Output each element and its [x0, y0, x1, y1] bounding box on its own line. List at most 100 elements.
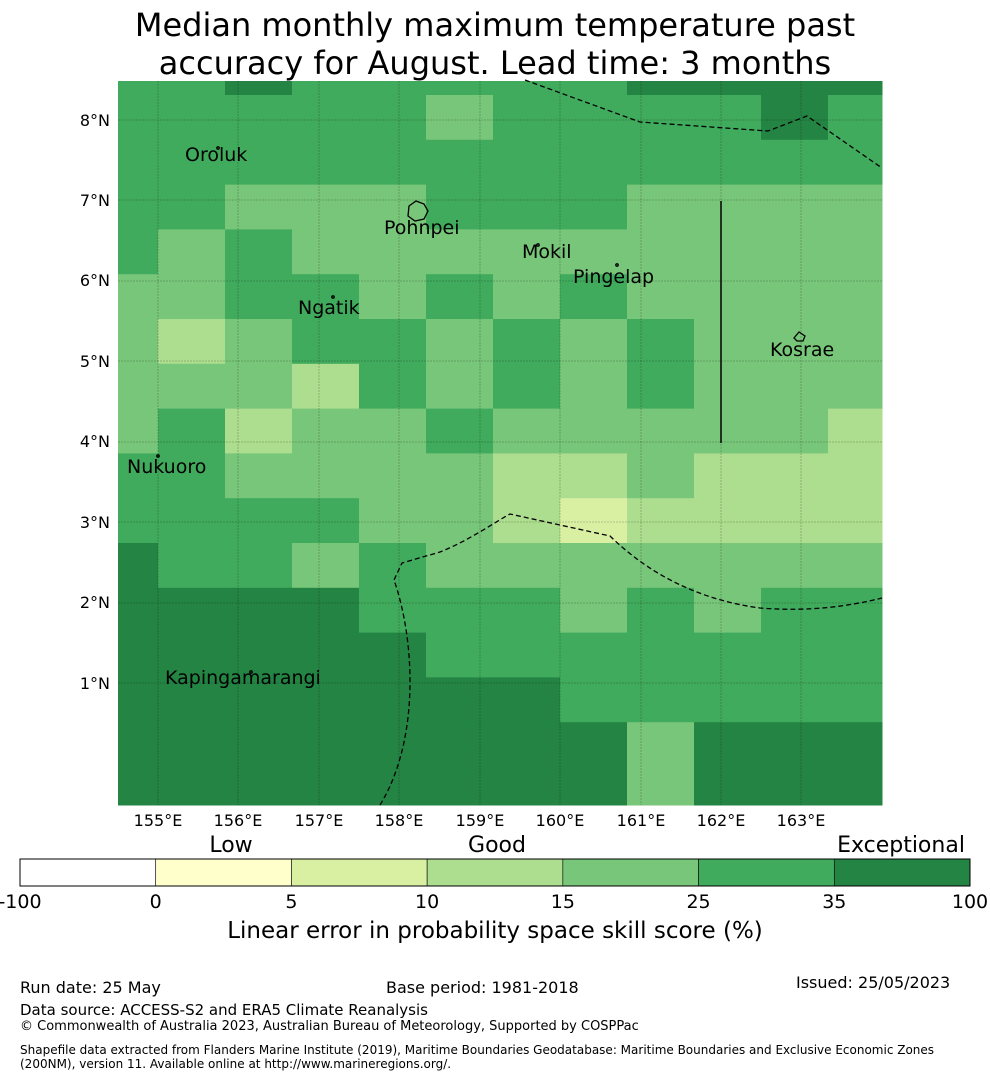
grid-cell — [627, 677, 695, 723]
grid-cell — [627, 319, 695, 365]
grid-cell — [292, 319, 360, 365]
grid-cell — [292, 139, 360, 186]
grid-cell — [627, 408, 695, 454]
grid-cell — [493, 677, 561, 723]
grid-cell — [493, 319, 561, 365]
run-date: Run date: 25 May — [20, 978, 161, 997]
grid-cell — [426, 587, 494, 634]
grid-cell — [158, 139, 226, 186]
grid-cell — [158, 363, 226, 410]
colorbar-label-exceptional: Exceptional — [837, 833, 965, 858]
island-label-mokil: Mokil — [522, 241, 572, 263]
issued-date: Issued: 25/05/2023 — [796, 973, 951, 992]
kapingamarangi-marker — [249, 670, 253, 674]
copyright: © Commonwealth of Australia 2023, Austra… — [20, 1019, 639, 1034]
grid-cell — [761, 453, 829, 499]
grid-cell — [225, 81, 293, 96]
grid-cell — [493, 632, 561, 678]
map-title: Median monthly maximum temperature past … — [0, 6, 990, 82]
grid-cell — [493, 408, 561, 454]
grid-cell — [359, 184, 427, 230]
grid-cell — [560, 722, 628, 806]
grid-cell — [828, 587, 883, 634]
grid-cell — [118, 587, 159, 634]
grid-cell — [292, 274, 360, 320]
lon-tick-158: 158°E — [375, 811, 424, 830]
grid-cell — [426, 139, 494, 186]
grid-cell — [560, 95, 628, 141]
lon-tick-156: 156°E — [214, 811, 263, 830]
grid-cell — [828, 408, 883, 454]
grid-cell — [225, 408, 293, 454]
grid-cell — [359, 453, 427, 499]
grid-cell — [158, 632, 226, 678]
grid-cell — [292, 95, 360, 141]
colorbar-tick-label: 5 — [285, 891, 297, 913]
grid-cell — [560, 184, 628, 230]
grid-cell — [426, 408, 494, 454]
island-label-pingelap: Pingelap — [573, 266, 654, 288]
colorbar-tick-label: 100 — [952, 891, 988, 913]
grid-cell — [158, 81, 226, 96]
grid-cell — [359, 81, 427, 96]
grid-cell — [118, 677, 159, 723]
grid-cell — [560, 319, 628, 365]
grid-cell — [627, 722, 695, 806]
grid-cell — [359, 632, 427, 678]
grid-cell — [225, 229, 293, 275]
grid-cell — [560, 363, 628, 410]
grid-cell — [359, 274, 427, 320]
grid-cell — [761, 95, 829, 141]
lon-tick-157: 157°E — [295, 811, 344, 830]
grid-cell — [493, 184, 561, 230]
grid-cell — [627, 229, 695, 275]
grid-cell — [761, 81, 829, 96]
grid-cell — [627, 95, 695, 141]
base-period: Base period: 1981-2018 — [386, 978, 579, 997]
grid-cell — [493, 363, 561, 410]
lat-tick-4: 4°N — [80, 432, 110, 451]
colorbar-segment — [426, 858, 564, 887]
grid-cell — [359, 319, 427, 365]
grid-cell — [828, 722, 883, 806]
grid-cell — [292, 722, 360, 806]
grid-cell — [493, 453, 561, 499]
lon-tick-160: 160°E — [536, 811, 585, 830]
grid-cell — [493, 81, 561, 96]
grid-cell — [493, 95, 561, 141]
skill-grid — [118, 81, 883, 806]
grid-cell — [359, 408, 427, 454]
grid-cell — [694, 498, 762, 544]
grid-cell — [761, 677, 829, 723]
grid-cell — [118, 139, 159, 186]
grid-cell — [828, 632, 883, 678]
grid-cell — [225, 453, 293, 499]
colorbar-tick-labels: -100 0 5 10 15 25 35 100 — [0, 891, 988, 913]
island-label-nukuoro: Nukuoro — [127, 456, 206, 478]
eez-boundary-south — [379, 513, 883, 806]
grid-cell — [761, 632, 829, 678]
grid-cell — [292, 632, 360, 678]
island-label-ngatik: Ngatik — [298, 297, 360, 319]
lat-tick-5: 5°N — [80, 352, 110, 371]
grid-cell — [828, 363, 883, 410]
grid-cell — [627, 184, 695, 230]
grid-cell — [493, 229, 561, 275]
grid-cell — [158, 95, 226, 141]
grid-cell — [225, 632, 293, 678]
grid-cell — [426, 363, 494, 410]
grid-cell — [694, 319, 762, 365]
colorbar-segments — [19, 858, 971, 887]
grid-cell — [292, 184, 360, 230]
colorbar-segment — [833, 858, 971, 887]
grid-cell — [828, 81, 883, 96]
grid-cell — [828, 677, 883, 723]
grid-cell — [761, 722, 829, 806]
grid-cell — [359, 139, 427, 186]
grid-cell — [426, 81, 494, 96]
lat-tick-6: 6°N — [80, 271, 110, 290]
lon-tick-161: 161°E — [617, 811, 666, 830]
island-labels: Oroluk Pohnpei Mokil Pingelap Ngatik Kos… — [127, 144, 834, 689]
grid-cell — [828, 229, 883, 275]
